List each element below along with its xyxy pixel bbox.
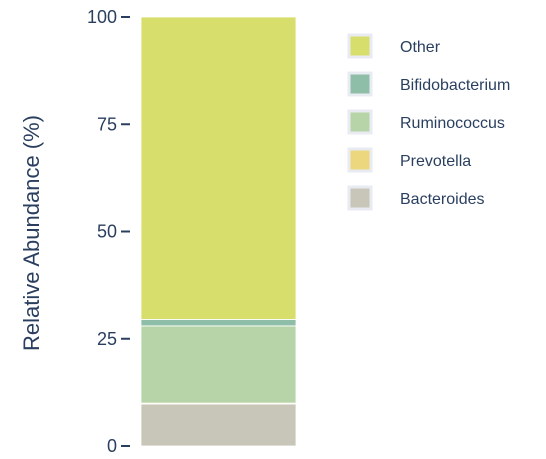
legend-label-prevotella: Prevotella [400, 153, 471, 170]
bar-segment-ruminococcus [140, 325, 297, 404]
legend-label-bifidobacterium: Bifidobacterium [400, 77, 510, 94]
y-axis-title: Relative Abundance (%) [19, 115, 44, 351]
legend-swatch-ruminococcus [347, 109, 373, 135]
legend-label-ruminococcus: Ruminococcus [400, 115, 505, 132]
legend: Other Bifidobacterium Ruminococcus Prevotel… [347, 33, 510, 211]
legend-swatch-bacteroides [347, 185, 373, 211]
legend-label-other: Other [400, 39, 441, 56]
legend-swatch-other [347, 33, 373, 59]
bar-segment-other [140, 16, 297, 320]
y-tick-label: 100 [87, 7, 117, 27]
legend-swatch-bifidobacterium [347, 71, 373, 97]
y-tick-label: 0 [107, 436, 117, 456]
bar-segment-bacteroides [140, 403, 297, 447]
legend-label-bacteroides: Bacteroides [400, 191, 485, 208]
y-tick-label: 50 [97, 222, 117, 242]
y-tick-label: 25 [97, 329, 117, 349]
legend-swatch-prevotella [347, 147, 373, 173]
y-axis: 0 25 50 75 100 [87, 7, 130, 456]
bar-segment-bifidobacterium [140, 319, 297, 327]
bar-stack [140, 16, 297, 447]
y-tick-label: 75 [97, 114, 117, 134]
